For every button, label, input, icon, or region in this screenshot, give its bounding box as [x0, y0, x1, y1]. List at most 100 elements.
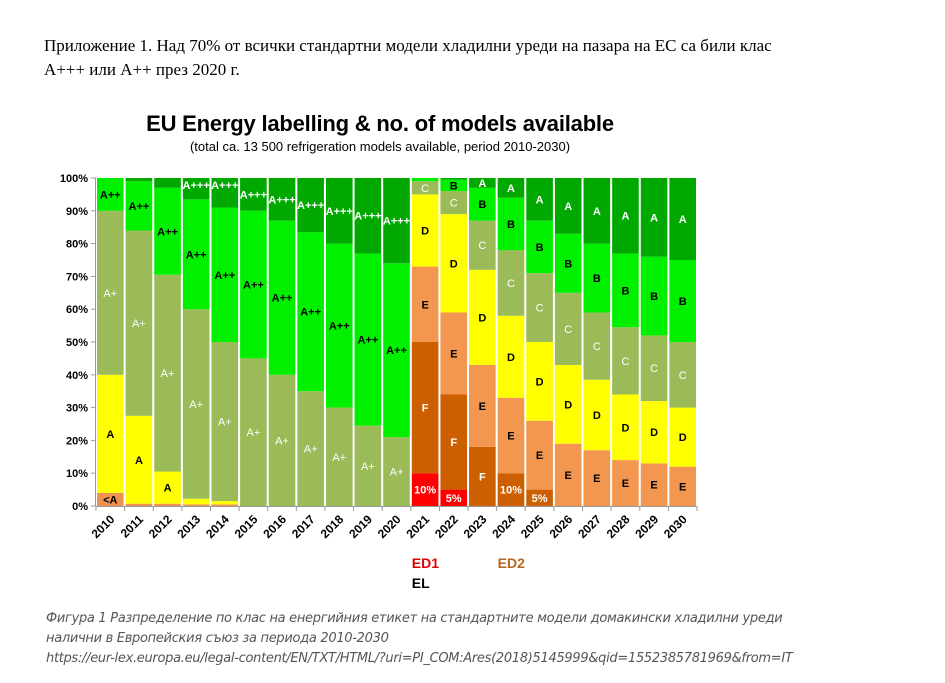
bar-segment-2030-D [669, 407, 696, 467]
bar-segment-2026-E [554, 443, 582, 506]
segment-label: A [507, 183, 515, 195]
segment-label: A+++ [354, 211, 381, 223]
bar-segment-2020-Aplus [383, 437, 410, 506]
bar-segment-2010-Aplus [97, 210, 124, 375]
x-tick-label: 2029 [632, 512, 661, 541]
bar-segment-2018-Aplusplus [325, 243, 353, 408]
bar-segment-2014-A [211, 501, 239, 505]
segment-label: B [507, 219, 515, 231]
bar-segment-2028-E [612, 460, 639, 506]
segment-label: F [422, 403, 429, 415]
bar-segment-2028-B [612, 253, 639, 328]
segment-label: 5% [446, 493, 462, 505]
figure-caption: Фигура 1 Разпределение по клас на енерги… [46, 609, 926, 669]
bar-segment-2022-D [440, 214, 468, 313]
segment-label: A+ [275, 435, 289, 447]
y-tick-label: 100% [60, 173, 88, 185]
bar-segment-2020-Aplusplus [383, 263, 410, 438]
y-tick-label: 30% [66, 403, 88, 415]
bar-segment-2030-C [669, 342, 696, 408]
bar-segment-2025-B [526, 220, 553, 274]
bar-segment-2024-A [497, 178, 525, 198]
bar-segment-2021-E [411, 266, 439, 342]
segment-label: A [593, 206, 601, 218]
bar-segment-2027-C [583, 312, 611, 380]
bar-segment-2028-A [612, 178, 639, 254]
bar-segment-2013-ltA [182, 504, 210, 506]
bar-segment-2030-B [669, 260, 696, 342]
bar-segment-2022-G [440, 489, 468, 506]
bar-segment-2013-Aplusplusplus [182, 178, 210, 200]
segment-label: C [621, 356, 629, 368]
y-tick-label: 60% [66, 304, 88, 316]
segment-label: A+ [132, 318, 146, 330]
bar-segment-2027-D [583, 379, 611, 451]
segment-label: C [679, 370, 687, 382]
x-tick-label: 2018 [318, 512, 347, 541]
bar-segment-2024-C [497, 250, 525, 316]
segment-label: A [164, 483, 172, 495]
caption-line-2: налични в Европейския съюз за периода 20… [46, 631, 389, 646]
x-tick-label: 2014 [203, 512, 232, 541]
bar-segment-2017-Aplus [297, 391, 324, 506]
segment-label: A++ [100, 189, 121, 201]
segment-label: F [479, 471, 486, 483]
bar-segment-2030-E [669, 466, 696, 506]
segment-label: C [450, 198, 458, 210]
segment-label: E [479, 401, 486, 413]
x-tick-label: 2024 [489, 512, 518, 541]
bar-segment-2025-D [526, 342, 553, 421]
bar-segment-2028-D [612, 394, 639, 461]
segment-label: F [450, 437, 457, 449]
bar-segment-2010-A [97, 374, 124, 493]
x-tick-label: 2017 [289, 512, 318, 541]
chart-title: EU Energy labelling & no. of models avai… [146, 111, 614, 136]
bar-segment-2029-A [640, 178, 668, 257]
bar-segment-2025-A [526, 178, 553, 221]
segment-label: 5% [532, 493, 548, 505]
segment-label: E [421, 299, 428, 311]
bar-segment-2013-A [182, 498, 210, 505]
bar-segment-2026-B [554, 233, 582, 293]
segment-label: B [679, 296, 687, 308]
bar-segment-2012-Aplus [154, 274, 181, 472]
segment-label: A+ [161, 368, 175, 380]
segment-label: A+ [103, 288, 117, 300]
segment-label: A+++ [326, 206, 353, 218]
y-tick-label: 70% [66, 271, 88, 283]
bar-segment-2024-D [497, 315, 525, 398]
bar-segment-2017-Aplusplusplus [297, 178, 324, 233]
segment-label: B [536, 242, 544, 254]
y-tick-label: 50% [66, 337, 88, 349]
segment-label: A+ [189, 399, 203, 411]
segment-label: D [478, 312, 486, 324]
segment-label: A++ [300, 307, 321, 319]
segment-label: B [478, 199, 486, 211]
segment-label: E [679, 481, 686, 493]
segment-label: A++ [157, 226, 178, 238]
bar-segment-2010-Aplusplus [97, 178, 124, 211]
bar-segment-2023-F [469, 446, 496, 506]
bar-segment-2026-C [554, 292, 582, 365]
x-tick-label: 2022 [432, 512, 461, 541]
bar-segment-2029-D [640, 401, 668, 464]
x-tick-label: 2026 [547, 512, 576, 541]
segment-label: B [564, 258, 572, 270]
bar-segment-2024-F [497, 473, 525, 506]
bar-segment-2027-E [583, 450, 611, 506]
segment-label: D [593, 410, 601, 422]
segment-label: A+ [332, 452, 346, 464]
segment-label: D [564, 399, 572, 411]
bar-segment-2025-C [526, 273, 553, 342]
bar-segment-2020-Aplusplusplus [383, 178, 410, 264]
segment-label: B [593, 273, 601, 285]
bar-segment-2026-D [554, 364, 582, 444]
segment-label: D [679, 432, 687, 444]
bar-segment-2025-E [526, 420, 553, 490]
segment-label: A [679, 214, 687, 226]
segment-label: D [650, 427, 658, 439]
segment-label: D [507, 352, 515, 364]
segment-label: D [450, 258, 458, 270]
segment-label: B [450, 180, 458, 192]
